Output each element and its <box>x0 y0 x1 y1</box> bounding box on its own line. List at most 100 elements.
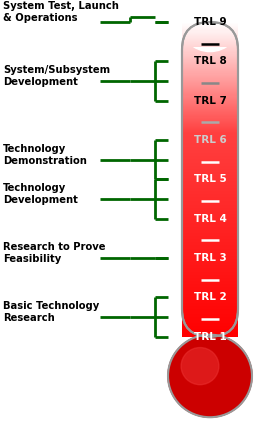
Bar <box>182 74 238 76</box>
Bar <box>182 78 238 79</box>
Bar <box>182 111 238 112</box>
Bar <box>182 326 238 327</box>
Bar <box>182 45 238 46</box>
Bar <box>182 151 238 152</box>
Bar <box>182 219 238 220</box>
Bar <box>182 41 238 42</box>
Bar <box>182 31 238 33</box>
Bar <box>182 106 238 107</box>
Bar <box>182 296 238 297</box>
Bar <box>182 95 238 96</box>
Text: TRL 3: TRL 3 <box>194 253 226 263</box>
Bar <box>182 316 238 317</box>
Bar <box>182 197 238 198</box>
Bar <box>182 294 238 295</box>
Bar <box>182 299 238 300</box>
Bar <box>182 98 238 100</box>
Bar <box>182 313 238 315</box>
Bar <box>182 174 238 175</box>
Bar <box>182 108 238 109</box>
Text: TRL 1: TRL 1 <box>194 332 226 341</box>
Bar <box>182 233 238 234</box>
Bar <box>182 244 238 246</box>
Bar <box>182 133 238 134</box>
Bar <box>182 47 238 48</box>
Bar <box>182 275 238 276</box>
Bar <box>182 131 238 132</box>
Bar <box>182 72 238 74</box>
Bar <box>182 196 238 197</box>
Bar <box>182 280 238 281</box>
Bar <box>182 39 238 40</box>
Bar <box>182 130 238 131</box>
Bar <box>182 23 238 24</box>
Bar <box>182 123 238 124</box>
Bar <box>182 175 238 176</box>
Bar <box>182 309 238 310</box>
Bar <box>182 213 238 214</box>
Bar <box>182 208 238 209</box>
Bar <box>182 232 238 233</box>
Bar <box>182 93 238 95</box>
Bar <box>182 267 238 268</box>
Bar <box>182 243 238 244</box>
Bar <box>182 38 238 39</box>
Bar <box>182 177 238 178</box>
Bar <box>182 171 238 172</box>
Bar <box>182 139 238 141</box>
Bar <box>182 220 238 221</box>
Bar <box>182 146 238 147</box>
Bar <box>182 28 238 29</box>
Bar <box>182 335 238 337</box>
Bar <box>182 33 238 34</box>
Bar <box>182 234 238 235</box>
Bar <box>182 64 238 65</box>
Bar <box>182 207 238 208</box>
Bar <box>182 206 238 207</box>
Bar <box>182 307 238 308</box>
Bar <box>182 59 238 60</box>
Bar <box>182 225 238 227</box>
Bar <box>182 49 238 50</box>
Bar <box>182 24 238 25</box>
Bar <box>182 48 238 49</box>
Bar <box>182 300 238 301</box>
Bar <box>182 66 238 67</box>
Bar <box>182 105 238 106</box>
Bar <box>182 28 238 29</box>
Bar <box>182 308 238 309</box>
Bar <box>182 110 238 111</box>
Bar <box>182 40 238 41</box>
Bar <box>182 253 238 254</box>
Bar <box>182 215 238 216</box>
Bar <box>182 273 238 274</box>
Bar <box>182 199 238 200</box>
Bar <box>182 263 238 264</box>
Bar <box>182 281 238 282</box>
Bar <box>182 71 238 72</box>
Bar <box>182 214 238 215</box>
Bar <box>182 246 238 248</box>
Bar <box>182 211 238 212</box>
Bar <box>182 289 238 291</box>
Bar <box>182 332 238 334</box>
Bar <box>182 39 238 40</box>
Bar <box>182 310 238 311</box>
Bar <box>182 91 238 92</box>
Bar <box>182 301 238 302</box>
Text: Technology
Development: Technology Development <box>3 183 78 205</box>
Bar <box>182 92 238 93</box>
Bar <box>182 258 238 259</box>
Bar <box>182 216 238 217</box>
Text: TRL 2: TRL 2 <box>194 292 226 302</box>
Bar <box>182 65 238 66</box>
Bar <box>182 167 238 168</box>
Bar <box>182 297 238 298</box>
Bar <box>182 26 238 28</box>
Bar <box>182 37 238 38</box>
Bar <box>182 132 238 133</box>
Bar <box>182 237 238 238</box>
Bar <box>182 43 238 44</box>
Bar <box>182 55 238 57</box>
Bar <box>182 141 238 143</box>
